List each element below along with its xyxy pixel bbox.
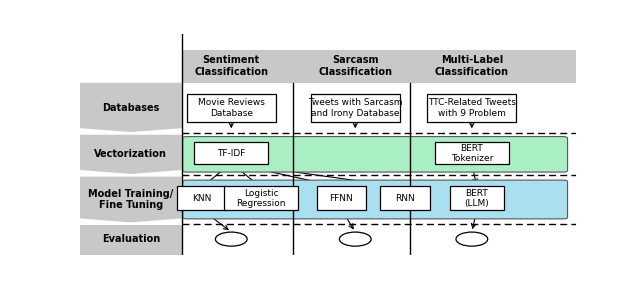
FancyBboxPatch shape <box>449 186 504 210</box>
FancyBboxPatch shape <box>380 186 429 210</box>
Polygon shape <box>80 225 182 255</box>
FancyBboxPatch shape <box>224 186 298 210</box>
Text: TTC-Related Tweets
with 9 Problem: TTC-Related Tweets with 9 Problem <box>428 98 516 118</box>
Text: Vectorization: Vectorization <box>95 149 167 159</box>
Text: KNN: KNN <box>192 194 211 203</box>
Circle shape <box>456 232 488 246</box>
FancyBboxPatch shape <box>187 94 276 122</box>
FancyBboxPatch shape <box>435 142 509 164</box>
FancyBboxPatch shape <box>317 186 366 210</box>
Polygon shape <box>80 176 182 223</box>
FancyBboxPatch shape <box>310 94 400 122</box>
Polygon shape <box>80 135 182 174</box>
Circle shape <box>216 232 247 246</box>
Polygon shape <box>80 83 182 132</box>
Text: Logistic
Regression: Logistic Regression <box>236 189 286 208</box>
Text: TF-IDF: TF-IDF <box>217 149 246 158</box>
Bar <box>182 50 576 83</box>
Text: Databases: Databases <box>102 103 159 113</box>
Text: RNN: RNN <box>395 194 415 203</box>
FancyBboxPatch shape <box>177 186 227 210</box>
Text: FFNN: FFNN <box>330 194 353 203</box>
FancyBboxPatch shape <box>182 180 568 219</box>
Text: Evaluation: Evaluation <box>102 234 160 244</box>
Text: BERT
(LLM): BERT (LLM) <box>465 189 489 208</box>
Text: Tweets with Sarcasm
and Irony Database: Tweets with Sarcasm and Irony Database <box>308 98 403 118</box>
Text: Sarcasm
Classification: Sarcasm Classification <box>318 55 392 77</box>
FancyBboxPatch shape <box>428 94 516 122</box>
Text: Model Training/
Fine Tuning: Model Training/ Fine Tuning <box>88 189 173 210</box>
Text: Sentiment
Classification: Sentiment Classification <box>195 55 268 77</box>
Text: BERT
Tokenizer: BERT Tokenizer <box>451 144 493 163</box>
Text: Multi-Label
Classification: Multi-Label Classification <box>435 55 509 77</box>
FancyBboxPatch shape <box>194 142 269 164</box>
Text: Movie Reviews
Database: Movie Reviews Database <box>198 98 265 118</box>
FancyBboxPatch shape <box>182 137 568 172</box>
Circle shape <box>339 232 371 246</box>
